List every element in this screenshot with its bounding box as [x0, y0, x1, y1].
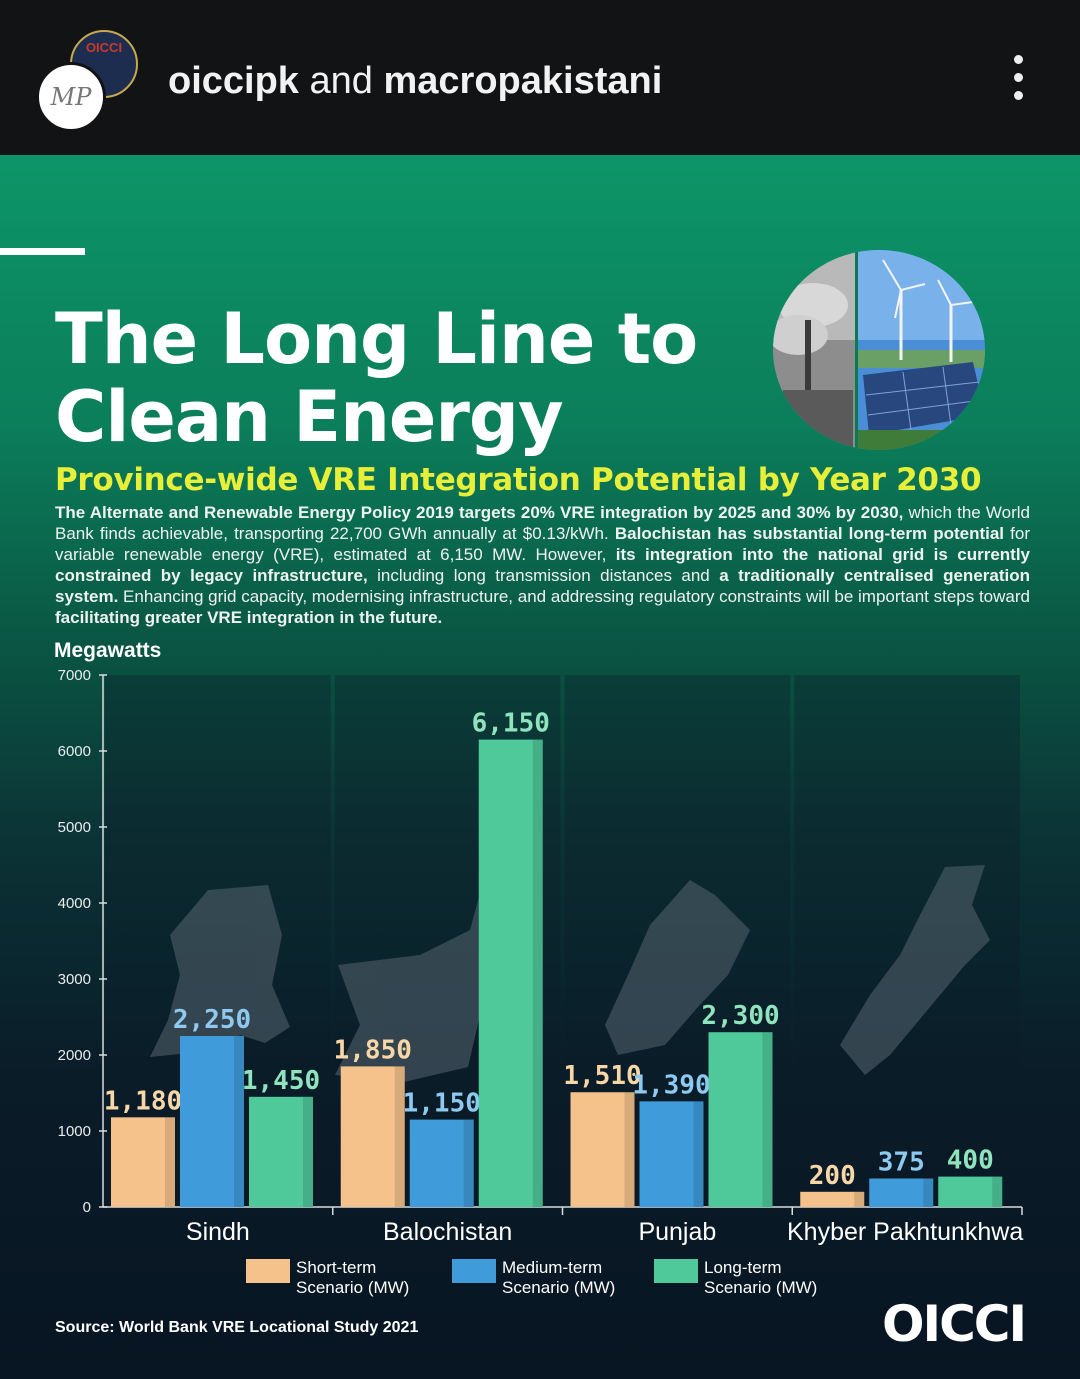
- bar-long-term: [478, 739, 543, 1207]
- body-text-run: facilitating greater VRE integration in …: [55, 608, 443, 627]
- bar-value-label: 6,150: [472, 709, 550, 739]
- title-accent-bar: [0, 248, 85, 255]
- bar-shade: [532, 739, 543, 1207]
- vre-bar-chart: Megawatts 0 1000 2000 3000 4000 5000 6000 7000 Si…: [54, 639, 1023, 1297]
- bar-medium-term: [180, 1036, 244, 1207]
- legend-label-line2: Scenario (MW): [502, 1278, 615, 1297]
- bar-medium-term: [639, 1101, 704, 1207]
- account-name-1[interactable]: oiccipk: [168, 60, 299, 102]
- bar-shade: [165, 1117, 175, 1207]
- bar-shade: [463, 1119, 474, 1207]
- legend-label-line2: Scenario (MW): [704, 1278, 817, 1297]
- source-note: Source: World Bank VRE Locational Study …: [55, 1319, 419, 1336]
- bar-shade: [992, 1176, 1003, 1207]
- y-tick-label: 5000: [58, 819, 91, 836]
- legend-label-line1: Short-term: [296, 1258, 376, 1277]
- bar-value-label: 2,250: [173, 1005, 251, 1035]
- bar-value-label: 2,300: [701, 1001, 779, 1031]
- province-map-silhouettes: [150, 865, 990, 1083]
- legend-swatch: [654, 1259, 698, 1283]
- energy-photo-collage: [773, 250, 985, 450]
- bar-value-label: 400: [947, 1146, 994, 1176]
- bar-value-label: 375: [878, 1148, 925, 1178]
- bar-value-label: 1,390: [632, 1070, 710, 1100]
- legend-label-line1: Medium-term: [502, 1258, 602, 1277]
- body-text-run: including long transmission distances an…: [367, 566, 720, 585]
- y-tick-label: 1000: [58, 1123, 91, 1140]
- bar-value-label: 1,850: [334, 1035, 412, 1065]
- y-axis-title: Megawatts: [54, 639, 161, 662]
- bar-shade: [854, 1191, 865, 1207]
- bar-value-label: 1,450: [242, 1066, 320, 1096]
- bar-value-label: 1,180: [104, 1086, 182, 1116]
- bar-value-label: 1,150: [403, 1089, 481, 1119]
- bar-shade: [624, 1092, 635, 1207]
- infographic-body-text: The Alternate and Renewable Energy Polic…: [55, 502, 1030, 628]
- bar-medium-term: [409, 1119, 474, 1207]
- bar-shade: [762, 1032, 773, 1207]
- more-options-icon[interactable]: [1000, 55, 1036, 111]
- bar-value-label: 200: [809, 1161, 856, 1191]
- account-joiner: and: [309, 60, 373, 102]
- bar-shade: [693, 1101, 704, 1207]
- bar-medium-term: [869, 1178, 934, 1207]
- body-text-run: which the World Bank finds achievable, t…: [55, 503, 1030, 543]
- y-tick-label: 3000: [58, 971, 91, 988]
- body-text-run: Balochistan has substantial long-term po…: [614, 524, 1005, 543]
- y-tick-label: 6000: [58, 743, 91, 760]
- x-category-label: Khyber Pakhtunkhwa: [787, 1218, 1023, 1246]
- legend-swatch: [246, 1259, 290, 1283]
- x-category-label: Balochistan: [383, 1218, 512, 1246]
- bar-long-term: [708, 1032, 773, 1207]
- body-text-run: for variable renewable energy (VRE), est…: [55, 524, 1031, 564]
- infographic-title: The Long Line to Clean Energy: [55, 298, 698, 458]
- legend-swatch: [452, 1259, 496, 1283]
- bar-shade: [234, 1036, 244, 1207]
- infographic-subtitle: Province-wide VRE Integration Potential …: [55, 462, 982, 498]
- oicci-logo: OICCI: [882, 1295, 1027, 1353]
- x-category-label: Sindh: [186, 1218, 250, 1246]
- bar-shade: [303, 1096, 313, 1207]
- bar-shade: [394, 1066, 405, 1207]
- post-header: OICCI MP oiccipk and macropakistani: [0, 0, 1080, 155]
- body-text-run: its integration into the national grid i…: [55, 545, 1030, 585]
- y-tick-label: 4000: [58, 895, 91, 912]
- bar-value-label: 1,510: [563, 1061, 641, 1091]
- y-tick-label: 7000: [58, 667, 91, 684]
- body-text-run: The Alternate and Renewable Energy Polic…: [55, 503, 904, 522]
- body-text-run: Enhancing grid capacity, modernising inf…: [118, 587, 1030, 606]
- y-tick-label: 0: [83, 1199, 91, 1216]
- bar-short-term: [111, 1117, 175, 1207]
- legend-label-line2: Scenario (MW): [296, 1278, 409, 1297]
- y-tick-label: 2000: [58, 1047, 91, 1064]
- infographic-panel: The Long Line to Clean Energy Province-w…: [0, 155, 1080, 1379]
- x-category-label: Punjab: [638, 1218, 716, 1246]
- bar-long-term: [938, 1176, 1003, 1207]
- bar-long-term: [249, 1096, 313, 1207]
- macropakistani-avatar[interactable]: MP: [36, 62, 106, 132]
- account-names[interactable]: oiccipk and macropakistani: [168, 60, 662, 103]
- bar-shade: [923, 1178, 934, 1207]
- account-name-2[interactable]: macropakistani: [383, 60, 663, 102]
- bar-short-term: [340, 1066, 405, 1207]
- legend-label-line1: Long-term: [704, 1258, 781, 1277]
- body-text-run: a traditionally centralised generation s…: [55, 566, 1030, 606]
- bar-short-term: [570, 1092, 635, 1207]
- bar-short-term: [800, 1191, 865, 1207]
